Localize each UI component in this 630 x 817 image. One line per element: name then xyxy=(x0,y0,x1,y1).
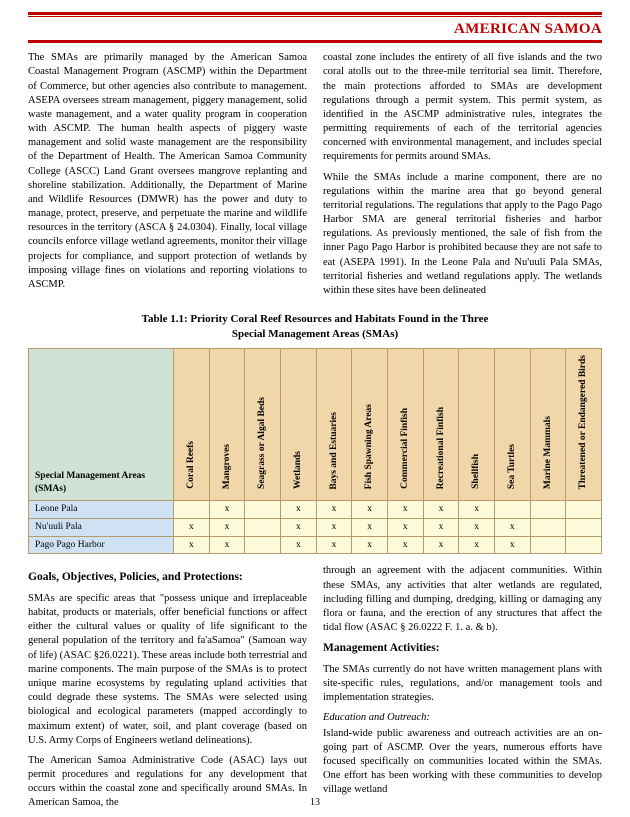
table-row: Nu'uuli Palaxxxxxxxxx xyxy=(29,518,602,536)
table-cell xyxy=(530,501,566,519)
table-col-label: Shellfish xyxy=(470,452,483,491)
table-cell: x xyxy=(281,501,317,519)
bottom-right-p1: through an agreement with the adjacent c… xyxy=(323,564,602,635)
table-cell: x xyxy=(316,536,352,554)
table-col-header: Commercial Finfish xyxy=(387,348,423,500)
table-col-header: Marine Mammals xyxy=(530,348,566,500)
table-cell: x xyxy=(423,518,459,536)
top-right-para1: coastal zone includes the entirety of al… xyxy=(323,51,602,164)
table-row: Pago Pago Harborxxxxxxxxx xyxy=(29,536,602,554)
table-cell xyxy=(566,536,602,554)
table-col-header: Fish Spawning Areas xyxy=(352,348,388,500)
table-caption-line2: Special Management Areas (SMAs) xyxy=(232,328,398,340)
table-row: Leone Palaxxxxxxx xyxy=(29,501,602,519)
table-row-name: Pago Pago Harbor xyxy=(29,536,174,554)
table-cell xyxy=(530,518,566,536)
table-cell xyxy=(566,501,602,519)
sma-table: Special Management Areas (SMAs) Coral Re… xyxy=(28,348,602,555)
table-cell: x xyxy=(387,518,423,536)
table-cell: x xyxy=(459,518,495,536)
table-col-header: Threatened or Endangered Birds xyxy=(566,348,602,500)
table-cell xyxy=(566,518,602,536)
table-col-label: Marine Mammals xyxy=(542,414,555,491)
header-rule-thin xyxy=(28,16,602,17)
table-col-label: Mangroves xyxy=(221,442,234,491)
table-row-name: Nu'uuli Pala xyxy=(29,518,174,536)
header-rule-thick xyxy=(28,12,602,15)
table-cell xyxy=(245,518,281,536)
table-cell xyxy=(245,501,281,519)
top-left-col: The SMAs are primarily managed by the Am… xyxy=(28,51,307,304)
table-cell: x xyxy=(281,536,317,554)
table-col-header: Wetlands xyxy=(281,348,317,500)
table-col-label: Fish Spawning Areas xyxy=(363,402,376,491)
top-left-para: The SMAs are primarily managed by the Am… xyxy=(28,51,307,292)
bottom-right-col: through an agreement with the adjacent c… xyxy=(323,564,602,816)
table-col-label: Threatened or Endangered Birds xyxy=(577,353,590,491)
table-cell: x xyxy=(494,536,530,554)
table-body: Leone PalaxxxxxxxNu'uuli PalaxxxxxxxxxPa… xyxy=(29,501,602,554)
table-cell xyxy=(245,536,281,554)
table-col-header: Mangroves xyxy=(209,348,245,500)
table-col-label: Coral Reefs xyxy=(185,439,198,491)
bottom-columns: Goals, Objectives, Policies, and Protect… xyxy=(28,564,602,816)
table-col-label: Seagrass or Algal Beds xyxy=(256,395,269,491)
education-subhead: Education and Outreach: xyxy=(323,711,602,725)
table-col-header: Seagrass or Algal Beds xyxy=(245,348,281,500)
table-col-label: Recreational Finfish xyxy=(435,405,448,491)
table-cell xyxy=(530,536,566,554)
page-number: 13 xyxy=(0,796,630,810)
table-cell: x xyxy=(174,518,210,536)
table-cell: x xyxy=(209,518,245,536)
table-cell: x xyxy=(352,536,388,554)
page-header-title: AMERICAN SAMOA xyxy=(28,19,602,39)
table-cell: x xyxy=(316,518,352,536)
table-cell: x xyxy=(459,536,495,554)
table-cell: x xyxy=(281,518,317,536)
table-cell: x xyxy=(423,536,459,554)
table-col-header: Coral Reefs xyxy=(174,348,210,500)
table-cell: x xyxy=(423,501,459,519)
table-col-label: Wetlands xyxy=(292,449,305,491)
table-cell: x xyxy=(387,536,423,554)
bottom-left-col: Goals, Objectives, Policies, and Protect… xyxy=(28,564,307,816)
table-col-label: Commercial Finfish xyxy=(399,406,412,491)
table-header-row: Special Management Areas (SMAs) Coral Re… xyxy=(29,348,602,500)
bottom-right-p2: The SMAs currently do not have written m… xyxy=(323,663,602,706)
table-col-header: Bays and Estuaries xyxy=(316,348,352,500)
table-cell: x xyxy=(174,536,210,554)
table-row-name: Leone Pala xyxy=(29,501,174,519)
table-cell: x xyxy=(352,501,388,519)
top-right-para2: While the SMAs include a marine componen… xyxy=(323,171,602,299)
table-caption-line1: Table 1.1: Priority Coral Reef Resources… xyxy=(142,313,489,325)
table-cell: x xyxy=(494,518,530,536)
table-col-label: Sea Turtles xyxy=(506,442,519,491)
table-cell: x xyxy=(209,501,245,519)
table-cell: x xyxy=(316,501,352,519)
table-corner-header: Special Management Areas (SMAs) xyxy=(29,348,174,500)
table-col-header: Shellfish xyxy=(459,348,495,500)
table-col-header: Recreational Finfish xyxy=(423,348,459,500)
goals-heading: Goals, Objectives, Policies, and Protect… xyxy=(28,570,307,586)
table-cell: x xyxy=(352,518,388,536)
header-rule-bottom xyxy=(28,40,602,43)
table-cell: x xyxy=(387,501,423,519)
management-heading: Management Activities: xyxy=(323,641,602,657)
table-col-label: Bays and Estuaries xyxy=(328,410,341,492)
table-cell: x xyxy=(459,501,495,519)
top-right-col: coastal zone includes the entirety of al… xyxy=(323,51,602,304)
table-cell xyxy=(494,501,530,519)
table-cell: x xyxy=(209,536,245,554)
table-col-header: Sea Turtles xyxy=(494,348,530,500)
top-columns: The SMAs are primarily managed by the Am… xyxy=(28,51,602,304)
table-caption: Table 1.1: Priority Coral Reef Resources… xyxy=(28,312,602,342)
bottom-left-p1: SMAs are specific areas that "possess un… xyxy=(28,592,307,748)
bottom-right-p3: Island-wide public awareness and outreac… xyxy=(323,727,602,798)
table-cell xyxy=(174,501,210,519)
